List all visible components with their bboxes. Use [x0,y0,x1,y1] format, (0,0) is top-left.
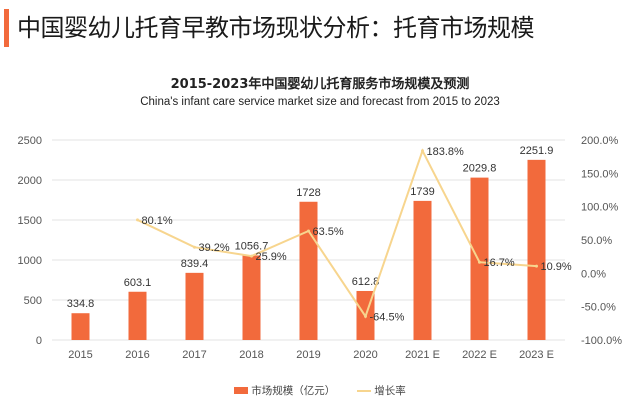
bar-data-label: 603.1 [124,277,152,289]
bar-data-label: 839.4 [181,258,209,270]
y-right-tick-label: 50.0% [581,235,612,247]
bar-market-size [299,201,318,340]
title-accent-bar [4,9,9,47]
bar-data-label: 1728 [296,187,320,199]
line-data-label: 63.5% [313,226,344,238]
legend-line-swatch [357,389,372,392]
x-tick-label: 2015 [68,349,92,361]
line-data-label: 183.8% [427,146,465,158]
growth-rate-point [193,245,196,249]
y-right-tick-label: 150.0% [581,168,619,180]
growth-rate-point [478,260,481,264]
chart-legend: 市场规模（亿元） 增长率 [0,383,640,398]
growth-rate-line [137,148,537,319]
y-right-tick-label: 0.0% [581,268,606,280]
bar-market-size [71,313,90,340]
bar-data-label: 1056.7 [235,240,269,252]
bar-data-label: 1739 [410,186,434,198]
x-tick-label: 2020 [353,349,377,361]
legend-item-market-size: 市场规模（亿元） [234,383,335,398]
bar-market-size [185,272,204,340]
bar-data-label: 2251.9 [520,145,554,157]
growth-rate-point [136,218,139,222]
growth-rate-point [421,149,424,153]
legend-label-market-size: 市场规模（亿元） [251,385,336,397]
bar-market-size [527,159,546,340]
page-title: 中国婴幼儿托育早教市场现状分析：托育市场规模 [17,14,535,42]
line-data-label: 10.9% [541,261,572,273]
y-left-tick-label: 1000 [18,255,42,267]
growth-rate-point [364,314,367,318]
bar-market-size [413,200,432,340]
x-tick-label: 2021 E [405,349,440,361]
bar-data-label: 612.8 [352,276,380,288]
legend-label-growth-rate: 增长率 [374,385,406,397]
bar-market-size [470,177,489,340]
bar-data-label: 2029.8 [463,163,497,175]
bar-market-size [128,291,147,340]
x-tick-label: 2017 [182,349,206,361]
line-data-label: -64.5% [370,311,405,323]
line-data-label: 80.1% [142,215,173,227]
y-left-tick-label: 0 [36,335,42,347]
bar-market-size [242,255,261,340]
growth-rate-point [250,254,253,258]
y-right-tick-label: -50.0% [581,302,616,314]
line-data-label: 16.7% [484,257,515,269]
y-left-tick-label: 1500 [18,215,42,227]
x-tick-label: 2022 E [462,349,497,361]
y-left-tick-label: 2500 [18,135,42,147]
x-tick-label: 2018 [239,349,263,361]
y-left-tick-label: 500 [24,295,42,307]
y-right-tick-label: 100.0% [581,202,619,214]
y-left-tick-label: 2000 [18,175,42,187]
chart-title: 2015-2023年中国婴幼儿托育服务市场规模及预测 [170,77,470,92]
x-tick-label: 2019 [296,349,320,361]
chart-subtitle: China's infant care service market size … [140,96,500,108]
line-data-label: 39.2% [199,242,230,254]
legend-bar-swatch [234,387,249,394]
x-tick-label: 2023 E [519,349,554,361]
growth-rate-point [535,264,538,268]
x-tick-label: 2016 [125,349,149,361]
bar-data-label: 334.8 [67,298,95,310]
y-right-tick-label: -100.0% [581,335,622,347]
y-right-tick-label: 200.0% [581,135,619,147]
line-data-label: 25.9% [256,251,287,263]
growth-rate-point [307,229,310,233]
legend-item-growth-rate: 增长率 [357,383,406,398]
